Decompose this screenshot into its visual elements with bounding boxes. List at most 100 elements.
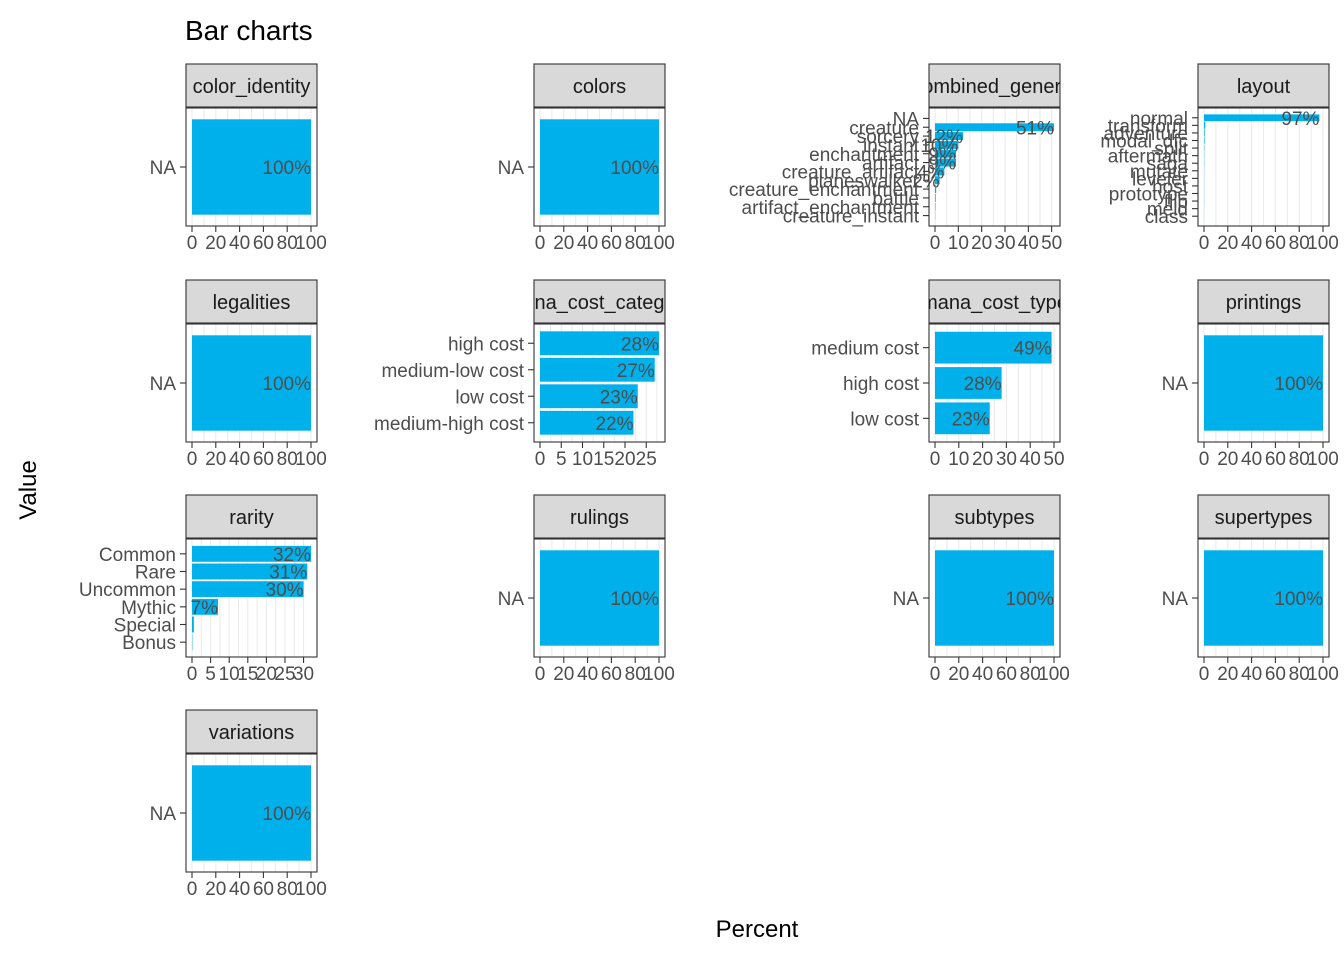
category-label: transform bbox=[1108, 116, 1188, 137]
x-tick-label: 10 bbox=[948, 233, 969, 254]
category-label: NA bbox=[150, 374, 177, 395]
facet-strip-label: mana_cost_type bbox=[921, 292, 1068, 314]
category-label: aftermath bbox=[1108, 147, 1188, 168]
x-tick-label: 100 bbox=[295, 879, 327, 900]
x-tick-label: 20 bbox=[614, 449, 635, 470]
x-tick-label: 40 bbox=[1241, 233, 1262, 254]
category-label: NA bbox=[498, 589, 525, 610]
x-tick-label: 40 bbox=[229, 879, 250, 900]
category-label: high cost bbox=[843, 374, 920, 395]
x-tick-label: 10 bbox=[948, 449, 969, 470]
bar bbox=[935, 149, 956, 158]
facet-strip-label: printings bbox=[1226, 292, 1302, 314]
panel-border bbox=[533, 323, 666, 443]
category-label: battle bbox=[873, 189, 919, 210]
x-tick-label: 30 bbox=[996, 449, 1017, 470]
facet-strip bbox=[1197, 279, 1330, 324]
x-tick-label: 60 bbox=[253, 879, 274, 900]
panel-border bbox=[928, 538, 1061, 658]
data-label: 27% bbox=[617, 361, 655, 382]
bar bbox=[935, 550, 1054, 646]
bar bbox=[192, 765, 311, 861]
x-tick-label: 100 bbox=[295, 449, 327, 470]
bar bbox=[192, 335, 311, 431]
panel-border bbox=[928, 107, 1061, 227]
facet-strip bbox=[1197, 63, 1330, 108]
x-tick-label: 80 bbox=[277, 449, 298, 470]
data-label: 100% bbox=[1005, 589, 1054, 610]
panel-border bbox=[533, 538, 666, 658]
x-tick-label: 80 bbox=[1020, 664, 1041, 685]
x-tick-label: 20 bbox=[972, 449, 993, 470]
x-tick-label: 0 bbox=[535, 233, 546, 254]
bar bbox=[1204, 129, 1205, 137]
x-tick-label: 60 bbox=[1265, 449, 1286, 470]
x-tick-label: 20 bbox=[1217, 664, 1238, 685]
category-label: enchantment bbox=[809, 145, 920, 166]
x-tick-label: 20 bbox=[205, 879, 226, 900]
x-tick-label: 60 bbox=[996, 664, 1017, 685]
x-tick-label: 60 bbox=[1265, 664, 1286, 685]
x-tick-label: 25 bbox=[274, 664, 295, 685]
bar bbox=[192, 545, 311, 562]
x-tick-label: 20 bbox=[553, 664, 574, 685]
facet-strip bbox=[533, 494, 666, 539]
facet-rarity: rarity Common 32% Rare 31% Uncommon 30% Mythic 7… bbox=[79, 494, 318, 685]
data-label: 2% bbox=[912, 171, 940, 192]
data-label: 7% bbox=[191, 598, 219, 619]
facet-strip-label: supertypes bbox=[1215, 507, 1313, 529]
bar bbox=[540, 331, 659, 356]
x-tick-label: 30 bbox=[994, 233, 1015, 254]
bar bbox=[935, 158, 956, 167]
category-label: split bbox=[1154, 139, 1189, 160]
facet-strip bbox=[185, 709, 318, 754]
x-tick-label: 40 bbox=[1018, 233, 1039, 254]
category-label: Special bbox=[114, 616, 176, 637]
category-label: creature_instant bbox=[783, 207, 920, 228]
bar bbox=[192, 616, 194, 633]
facet-strip-label: variations bbox=[209, 722, 295, 744]
x-tick-label: 10 bbox=[219, 664, 240, 685]
facet-strip-label: mana_cost_category bbox=[507, 292, 693, 314]
panel-border bbox=[185, 107, 318, 227]
category-label: class bbox=[1145, 207, 1188, 228]
facet-layout: layout normal 97% transformadventuremodal_d… bbox=[1100, 63, 1339, 254]
bar bbox=[540, 410, 634, 435]
x-tick-label: 40 bbox=[1241, 449, 1262, 470]
panel-border bbox=[928, 323, 1061, 443]
x-tick-label: 20 bbox=[1217, 449, 1238, 470]
category-label: saga bbox=[1147, 154, 1189, 175]
bar bbox=[540, 550, 659, 646]
x-tick-label: 0 bbox=[930, 449, 941, 470]
data-label: 97% bbox=[1281, 109, 1319, 130]
category-label: instant bbox=[863, 136, 920, 157]
x-tick-label: 80 bbox=[1289, 233, 1310, 254]
panel-border bbox=[1197, 538, 1330, 658]
bar bbox=[1204, 121, 1206, 129]
bar bbox=[935, 167, 945, 176]
x-tick-label: 80 bbox=[277, 879, 298, 900]
facet-strip-label: layout bbox=[1237, 76, 1291, 98]
x-tick-label: 100 bbox=[1307, 664, 1339, 685]
bar bbox=[540, 384, 638, 409]
bar bbox=[1204, 335, 1323, 431]
data-label: 49% bbox=[1014, 339, 1052, 360]
x-tick-label: 10 bbox=[572, 449, 593, 470]
x-tick-label: 20 bbox=[205, 233, 226, 254]
x-tick-label: 60 bbox=[1265, 233, 1286, 254]
category-label: flip bbox=[1164, 192, 1188, 213]
x-tick-label: 0 bbox=[187, 879, 198, 900]
x-tick-label: 40 bbox=[972, 664, 993, 685]
facet-strip bbox=[928, 63, 1061, 108]
panel-border bbox=[1197, 107, 1330, 227]
facet-strip bbox=[928, 494, 1061, 539]
